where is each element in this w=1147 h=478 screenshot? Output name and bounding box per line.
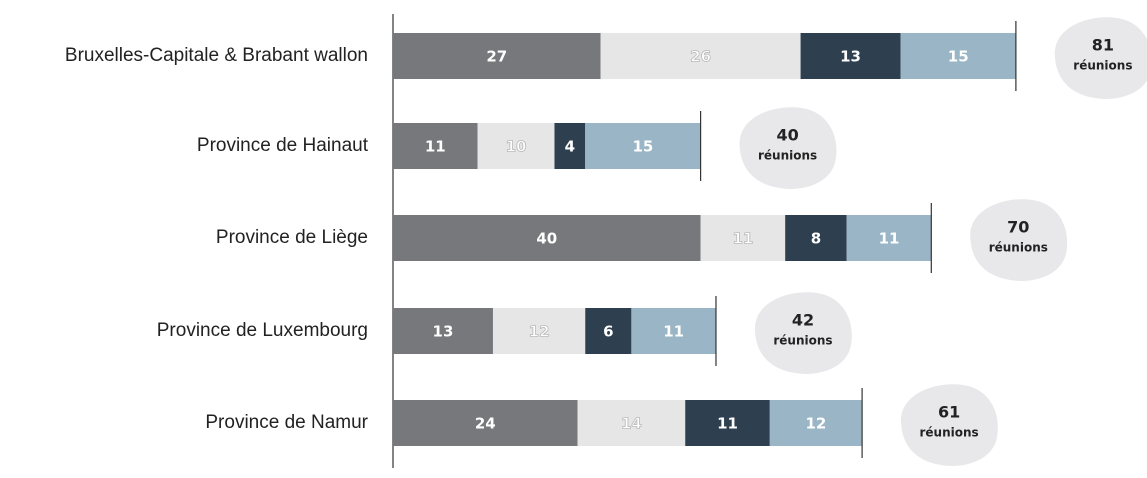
segment-label: 15 [632, 138, 653, 156]
bar-segment [900, 33, 1016, 79]
segment-label: 6 [603, 323, 613, 341]
bar-segment [769, 400, 863, 446]
bar-segment [800, 33, 901, 79]
total-bubble [901, 384, 998, 466]
segment-label: 11 [425, 138, 446, 156]
segment-label: 14 [621, 415, 642, 433]
category-label: Bruxelles-Capitale & Brabant wallon [65, 45, 368, 66]
segment-label: 12 [806, 415, 827, 433]
bar-segment [492, 308, 586, 354]
segment-label: 8 [811, 230, 821, 248]
total-value: 42 [792, 311, 814, 330]
total-unit: réunions [989, 241, 1048, 255]
bar-segment [585, 308, 632, 354]
bar-segment [393, 33, 601, 79]
bar-segment [685, 400, 770, 446]
segment-label: 26 [690, 48, 711, 66]
bar-segment [477, 123, 555, 169]
segment-label: 10 [506, 138, 527, 156]
total-bubble [754, 292, 852, 374]
total-value: 70 [1007, 218, 1029, 237]
total-unit: réunions [758, 149, 817, 163]
bar-segment [631, 308, 716, 354]
category-label: Province de Hainaut [197, 135, 369, 156]
bar-segment [393, 123, 478, 169]
bar-segment [393, 215, 701, 261]
segment-label: 15 [948, 48, 969, 66]
category-label: Province de Namur [205, 412, 368, 433]
bar-segment [846, 215, 932, 261]
segment-label: 12 [529, 323, 550, 341]
category-label: Province de Liège [216, 227, 368, 248]
bar-segment [577, 400, 686, 446]
segment-label: 11 [717, 415, 738, 433]
bar-segment [393, 400, 578, 446]
total-bubble [970, 199, 1068, 281]
total-value: 40 [776, 126, 798, 145]
total-value: 81 [1092, 36, 1114, 55]
bar-segment [600, 33, 801, 79]
segment-label: 27 [486, 48, 507, 66]
bar-segment [393, 308, 493, 354]
total-unit: réunions [773, 334, 832, 348]
total-unit: réunions [1073, 59, 1132, 73]
category-label: Province de Luxembourg [157, 320, 368, 341]
bar-segment [585, 123, 701, 169]
bar-segment [554, 123, 586, 169]
total-value: 61 [938, 403, 960, 422]
segment-label: 11 [663, 323, 684, 341]
bar-segment [785, 215, 847, 261]
total-bubble [1054, 17, 1147, 99]
total-bubble [739, 107, 837, 189]
total-unit: réunions [919, 426, 978, 440]
bar-segment [700, 215, 786, 261]
segment-label: 13 [840, 48, 861, 66]
segment-label: 4 [565, 138, 575, 156]
segment-label: 11 [879, 230, 900, 248]
segment-label: 13 [433, 323, 454, 341]
segment-label: 40 [536, 230, 557, 248]
segment-label: 24 [475, 415, 496, 433]
segment-label: 11 [732, 230, 753, 248]
